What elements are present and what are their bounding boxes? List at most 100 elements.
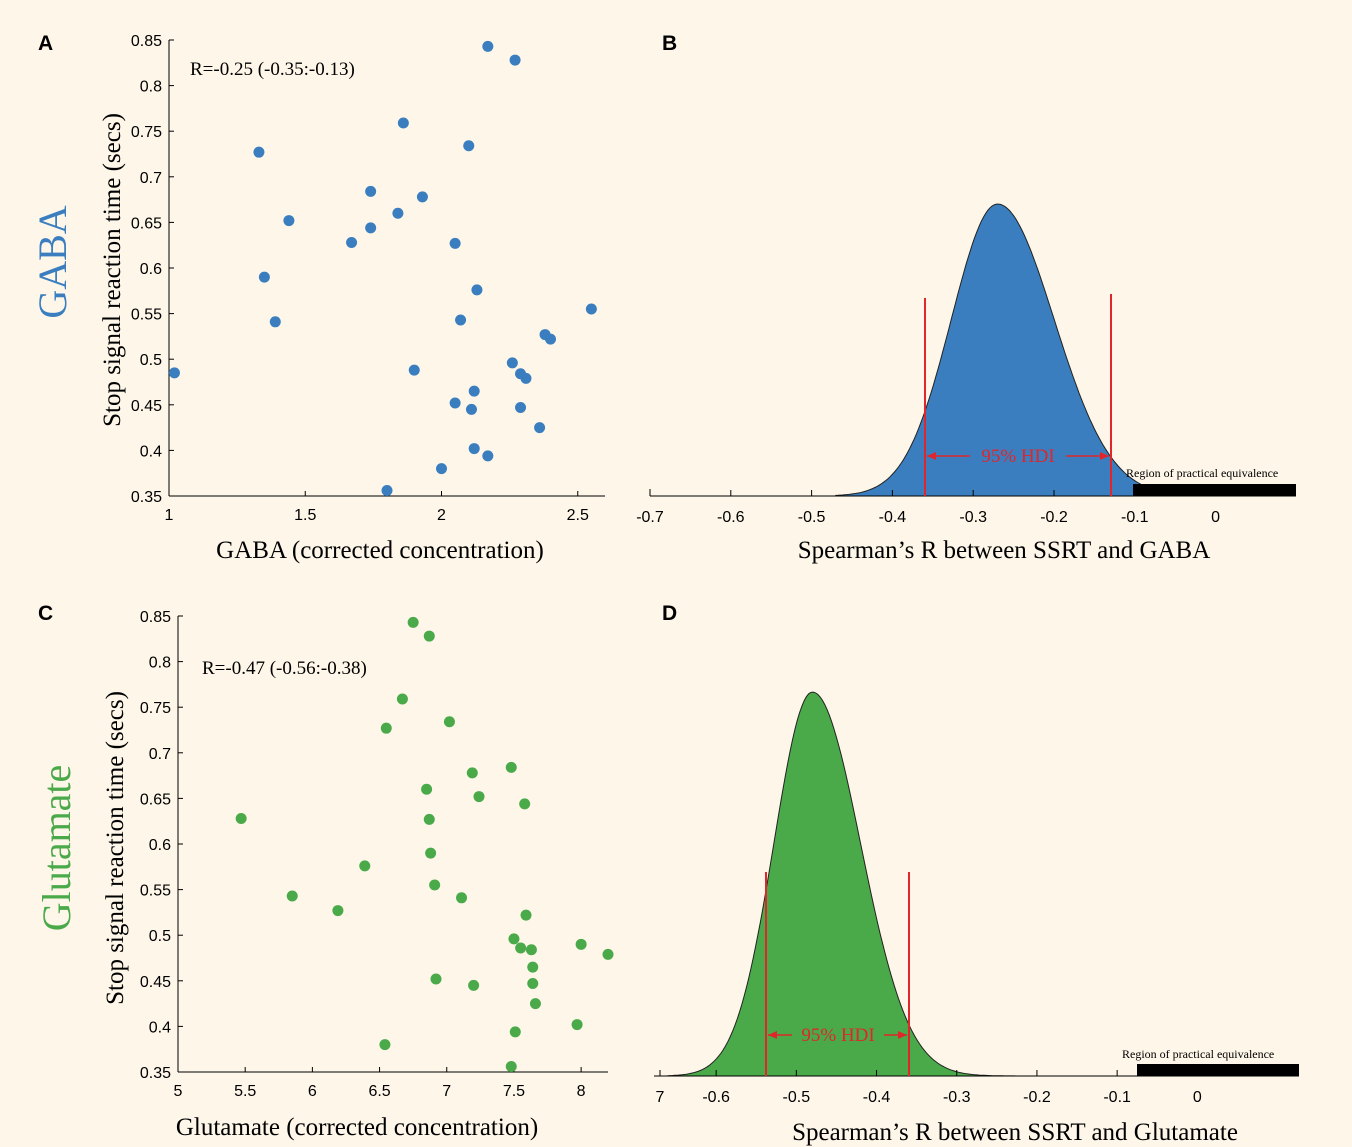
data-point <box>509 1026 521 1038</box>
data-point <box>505 1061 517 1073</box>
y-axis-label-c: Stop signal reaction time (secs) <box>102 691 129 1005</box>
y-tick-label: 0.55 <box>140 883 171 900</box>
y-ticks-c: 0.35 0.4 0.45 0.5 0.55 0.6 0.65 0.7 0.75 0.8 0.85 <box>140 609 183 1082</box>
x-tick-label: -0.2 <box>1023 1089 1051 1106</box>
x-tick-label: 7.5 <box>503 1083 525 1100</box>
data-point <box>407 616 419 628</box>
y-tick-label: 0.5 <box>140 352 162 369</box>
y-tick-label: 0.7 <box>140 170 162 187</box>
x-tick-label: 5 <box>174 1083 183 1100</box>
data-point <box>429 879 441 891</box>
y-tick-label: 0.75 <box>140 700 171 717</box>
panel-b-posterior: B -0.7 -0.6 -0.5 -0.4 -0.3 -0.2 -0.1 0 Region o… <box>636 32 1296 564</box>
x-tick-label: -0.5 <box>783 1089 811 1106</box>
x-tick-label: -0.1 <box>1103 1089 1131 1106</box>
data-point <box>455 314 467 326</box>
data-point <box>463 140 475 152</box>
x-tick-label: -0.6 <box>717 509 745 526</box>
data-point <box>392 207 404 219</box>
x-axis-label-d: Spearman’s R between SSRT and Glutamate <box>792 1119 1238 1146</box>
y-tick-label: 0.4 <box>140 443 162 460</box>
x-tick-label: 0 <box>1211 509 1220 526</box>
rope-bar-b <box>1133 484 1296 496</box>
x-tick-label: -0.5 <box>798 509 826 526</box>
x-ticks-b: -0.7 -0.6 -0.5 -0.4 -0.3 -0.2 -0.1 0 <box>636 490 1220 526</box>
panel-label-b: B <box>662 32 677 55</box>
x-ticks-d: 7 -0.6 -0.5 -0.4 -0.3 -0.2 -0.1 0 <box>656 1070 1202 1106</box>
rope-label-b: Region of practical equivalence <box>1126 466 1278 480</box>
hdi-arrowhead-right-b <box>1100 452 1109 460</box>
y-tick-label: 0.8 <box>149 655 171 672</box>
hdi-label-b: 95% HDI <box>981 446 1054 467</box>
data-point <box>253 146 265 158</box>
data-point <box>465 403 477 415</box>
x-tick-label: 0 <box>1193 1089 1202 1106</box>
data-point <box>346 236 358 248</box>
data-point <box>525 944 537 956</box>
data-point <box>519 798 531 810</box>
x-tick-label: -0.1 <box>1121 509 1149 526</box>
x-tick-label: -0.2 <box>1040 509 1068 526</box>
data-point <box>381 485 393 497</box>
data-point <box>365 222 377 234</box>
y-tick-label: 0.35 <box>131 489 162 506</box>
x-tick-label: -0.4 <box>879 509 907 526</box>
data-point <box>416 191 428 203</box>
x-tick-label: -0.3 <box>959 509 987 526</box>
y-tick-label: 0.6 <box>149 837 171 854</box>
data-point <box>506 357 518 369</box>
y-tick-label: 0.6 <box>140 261 162 278</box>
posterior-density-b <box>835 203 1184 497</box>
row-label-gaba: GABA <box>30 205 75 318</box>
x-tick-label: 5.5 <box>234 1083 256 1100</box>
data-point <box>379 1039 391 1051</box>
x-tick-label: -0.6 <box>702 1089 730 1106</box>
data-point <box>527 978 539 990</box>
panel-label-a: A <box>38 32 53 55</box>
x-tick-label: 1.5 <box>294 507 316 524</box>
data-point <box>359 860 371 872</box>
y-tick-label: 0.65 <box>140 791 171 808</box>
correlation-annotation-a: R=-0.25 (-0.35:-0.13) <box>190 59 355 80</box>
data-point <box>408 364 420 376</box>
x-tick-label: -0.4 <box>863 1089 891 1106</box>
data-point <box>515 942 527 954</box>
x-tick-label: 6.5 <box>368 1083 390 1100</box>
x-tick-label: 6 <box>308 1083 317 1100</box>
panel-a-scatter: A 0.35 0.4 0.45 0.5 0.55 0.6 0.65 0.7 0.75 0.8 0.8… <box>38 32 605 564</box>
y-tick-label: 0.8 <box>140 79 162 96</box>
data-point <box>571 1019 583 1031</box>
data-point <box>332 905 344 917</box>
data-point <box>527 961 539 973</box>
x-tick-label: 2.5 <box>567 507 589 524</box>
panel-label-d: D <box>662 602 677 625</box>
x-tick-label: 8 <box>577 1083 586 1100</box>
rope-bar-d <box>1137 1064 1299 1076</box>
points-a <box>168 40 597 497</box>
y-tick-label: 0.75 <box>131 124 162 141</box>
data-point <box>509 54 521 66</box>
data-point <box>468 443 480 455</box>
panel-c-scatter: C 0.35 0.4 0.45 0.5 0.55 0.6 0.65 0.7 0.75 0.8 0.8… <box>38 602 614 1141</box>
data-point <box>505 761 517 773</box>
y-tick-label: 0.5 <box>149 928 171 945</box>
data-point <box>602 948 614 960</box>
y-tick-label: 0.45 <box>140 974 171 991</box>
data-point <box>421 783 433 795</box>
y-tick-label: 0.55 <box>131 307 162 324</box>
hdi-arrowhead-right-d <box>898 1031 907 1039</box>
y-ticks-a: 0.35 0.4 0.45 0.5 0.55 0.6 0.65 0.7 0.75 0.8 0.85 <box>131 33 174 506</box>
hdi-arrowhead-left-b <box>927 452 936 460</box>
x-tick-label: 7 <box>442 1083 451 1100</box>
data-point <box>520 372 532 384</box>
x-tick-label: 1 <box>165 507 174 524</box>
y-tick-label: 0.45 <box>131 398 162 415</box>
x-tick-label: 7 <box>656 1089 665 1106</box>
data-point <box>443 716 455 728</box>
y-tick-label: 0.85 <box>140 609 171 626</box>
y-tick-label: 0.35 <box>140 1065 171 1082</box>
data-point <box>534 422 546 434</box>
data-point <box>508 933 520 945</box>
data-point <box>473 791 485 803</box>
